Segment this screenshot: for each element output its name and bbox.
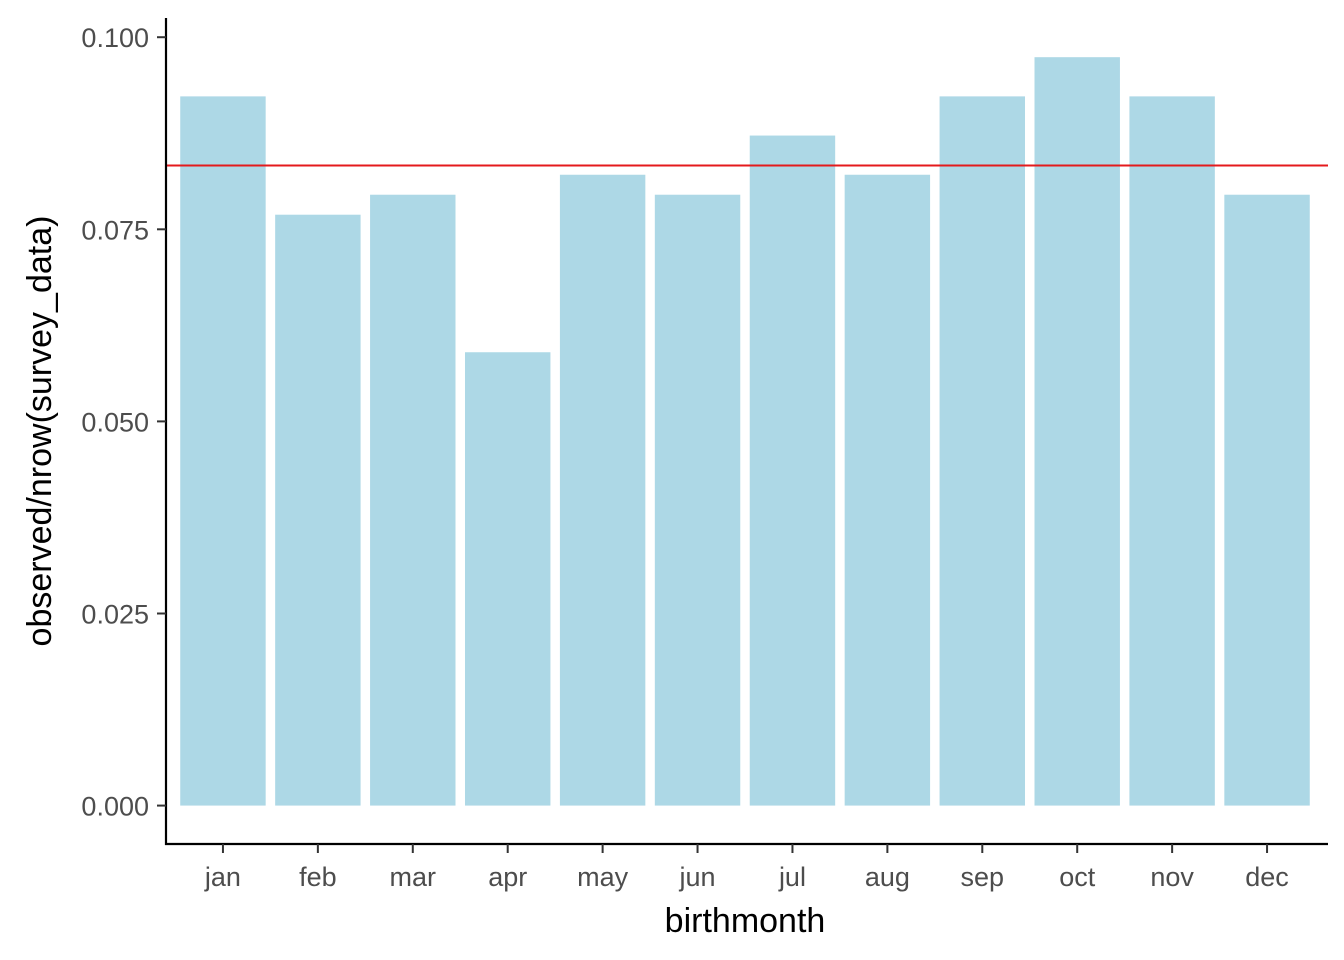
bar-dec [1224, 194, 1310, 806]
y-tick-label: 0.075 [81, 215, 149, 245]
x-tick-label: jan [204, 862, 241, 892]
x-axis-ticks: jan feb mar apr may jun jul aug sep oct nov dec [204, 844, 1289, 892]
bar-feb [275, 214, 361, 806]
x-tick-label: mar [390, 862, 437, 892]
x-tick-label: nov [1150, 862, 1194, 892]
x-tick-label: aug [865, 862, 910, 892]
bar-oct [1034, 57, 1120, 806]
x-tick-label: sep [961, 862, 1005, 892]
x-tick-label: dec [1245, 862, 1289, 892]
bar-may [559, 174, 646, 806]
x-tick-label: jun [679, 862, 716, 892]
x-tick-label: jul [778, 862, 806, 892]
x-tick-label: feb [299, 862, 337, 892]
y-tick-label: 0.000 [81, 792, 149, 822]
x-axis-title: birthmonth [665, 902, 826, 940]
x-tick-label: may [577, 862, 629, 892]
y-axis-ticks: 0.000 0.025 0.050 0.075 0.100 [81, 23, 166, 822]
bar-jan [180, 96, 266, 806]
bar-mar [370, 194, 456, 806]
x-tick-label: apr [488, 862, 527, 892]
bar-jul [749, 135, 836, 806]
bar-apr [464, 352, 551, 806]
y-tick-label: 0.050 [81, 407, 149, 437]
x-tick-label: oct [1059, 862, 1096, 892]
bars-group [180, 57, 1310, 806]
bar-jun [654, 194, 741, 806]
y-tick-label: 0.025 [81, 599, 149, 629]
bar-nov [1129, 96, 1215, 806]
bar-aug [844, 174, 931, 806]
y-tick-label: 0.100 [81, 23, 149, 53]
bar-sep [939, 96, 1026, 806]
y-axis-title: observed/nrow(survey_data) [21, 216, 59, 647]
